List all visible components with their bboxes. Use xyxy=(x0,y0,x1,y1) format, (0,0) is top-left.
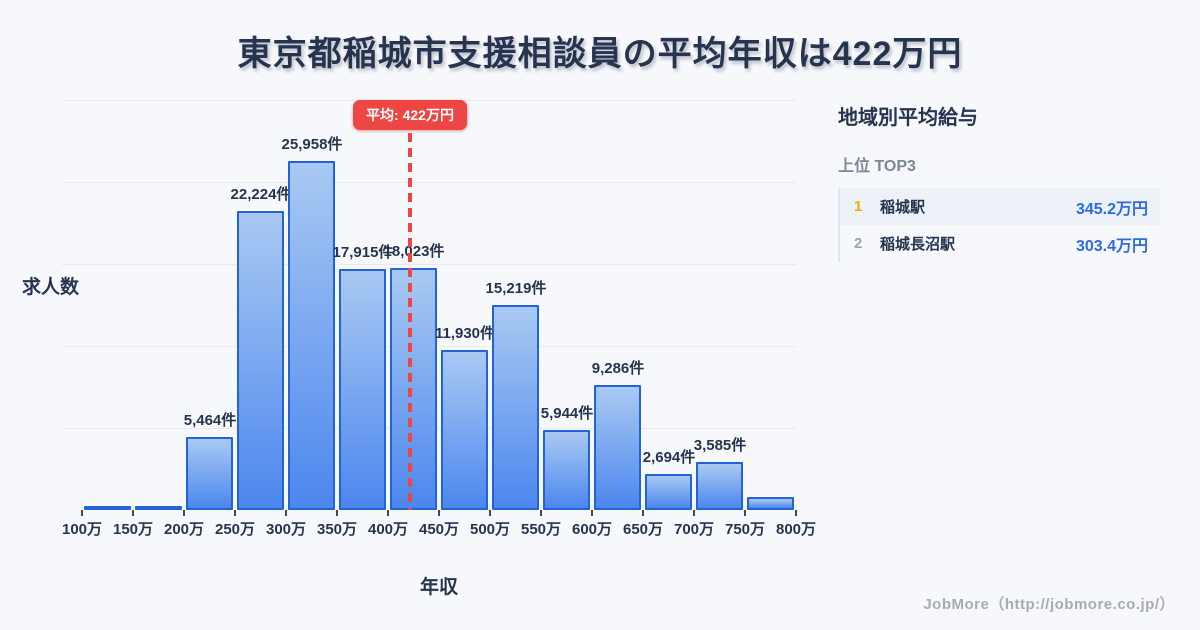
x-tick-label: 550万 xyxy=(520,521,562,538)
histogram-bar xyxy=(288,161,335,510)
x-tick-label: 750万 xyxy=(724,521,766,538)
bar-value-label: 22,224件 xyxy=(230,186,292,203)
x-tick-label: 650万 xyxy=(622,521,664,538)
histogram-bar xyxy=(696,462,743,510)
histogram-bar xyxy=(441,350,488,510)
bar-value-label: 15,219件 xyxy=(485,280,547,297)
histogram-bar xyxy=(492,305,539,510)
x-tick-label: 200万 xyxy=(163,521,205,538)
bar-value-label: 2,694件 xyxy=(642,449,696,466)
x-tick-label: 300万 xyxy=(265,521,307,538)
x-tick-mark xyxy=(387,510,389,516)
histogram-bar xyxy=(84,506,131,510)
histogram-bar xyxy=(186,437,233,510)
rank-list: 1 稲城駅 345.2万円 2 稲城長沼駅 303.4万円 xyxy=(838,188,1160,262)
x-tick-mark xyxy=(489,510,491,516)
x-tick-label: 450万 xyxy=(418,521,460,538)
histogram-bar xyxy=(135,506,182,510)
x-tick-label: 700万 xyxy=(673,521,715,538)
bar-value-label: 17,915件 xyxy=(332,244,394,261)
average-badge: 平均: 422万円 xyxy=(353,100,467,130)
x-tick-label: 600万 xyxy=(571,521,613,538)
x-tick-label: 800万 xyxy=(775,521,817,538)
region-salary-panel: 地域別平均給与 上位 TOP3 1 稲城駅 345.2万円 2 稲城長沼駅 303.4万円 xyxy=(838,101,1160,262)
x-tick-label: 250万 xyxy=(214,521,256,538)
rank-number: 2 xyxy=(854,235,863,252)
x-tick-mark xyxy=(744,510,746,516)
average-line xyxy=(408,133,412,510)
x-tick-label: 400万 xyxy=(367,521,409,538)
gridline xyxy=(62,264,796,265)
station-name: 稲城長沼駅 xyxy=(880,236,956,253)
x-tick-mark xyxy=(642,510,644,516)
x-tick-mark xyxy=(234,510,236,516)
histogram-bar xyxy=(237,211,284,510)
page-title: 東京都稲城市支援相談員の平均年収は422万円 xyxy=(237,35,963,73)
x-tick-mark xyxy=(591,510,593,516)
x-tick-label: 350万 xyxy=(316,521,358,538)
panel-subtitle: 上位 TOP3 xyxy=(838,158,916,175)
rank-row: 1 稲城駅 345.2万円 xyxy=(840,188,1160,225)
x-tick-mark xyxy=(795,510,797,516)
bar-value-label: 5,464件 xyxy=(183,412,237,429)
histogram-bar xyxy=(594,385,641,510)
bar-value-label: 3,585件 xyxy=(693,437,747,454)
panel-title: 地域別平均給与 xyxy=(838,107,978,129)
bar-value-label: 25,958件 xyxy=(281,136,343,153)
histogram-bar xyxy=(645,474,692,510)
x-tick-mark xyxy=(540,510,542,516)
gridline xyxy=(62,182,796,183)
y-axis-label: 求人数 xyxy=(22,277,80,298)
x-tick-mark xyxy=(81,510,83,516)
footer-credit: JobMore（http://jobmore.co.jp/） xyxy=(923,596,1175,613)
x-tick-mark xyxy=(183,510,185,516)
rank-number: 1 xyxy=(854,198,863,215)
x-tick-mark xyxy=(693,510,695,516)
bar-value-label: 9,286件 xyxy=(591,360,645,377)
rank-row: 2 稲城長沼駅 303.4万円 xyxy=(840,225,1160,262)
histogram-bar xyxy=(543,430,590,510)
x-tick-label: 100万 xyxy=(61,521,103,538)
station-salary: 303.4万円 xyxy=(1075,237,1148,255)
x-tick-label: 500万 xyxy=(469,521,511,538)
histogram-bar xyxy=(390,268,437,510)
bar-value-label: 5,944件 xyxy=(540,405,594,422)
histogram-bar xyxy=(747,497,794,510)
histogram-bar xyxy=(339,269,386,510)
bar-value-label: 11,930件 xyxy=(434,325,496,342)
station-name: 稲城駅 xyxy=(880,199,926,216)
x-tick-label: 150万 xyxy=(112,521,154,538)
x-tick-mark xyxy=(336,510,338,516)
x-axis-label: 年収 xyxy=(419,577,458,598)
x-tick-mark xyxy=(132,510,134,516)
x-tick-mark xyxy=(438,510,440,516)
x-tick-mark xyxy=(285,510,287,516)
salary-histogram: 5,464件 22,224件 25,958件 17,915件 18,023件 11,930… xyxy=(62,100,816,538)
bar-value-label: 18,023件 xyxy=(383,243,445,260)
station-salary: 345.2万円 xyxy=(1075,200,1148,218)
